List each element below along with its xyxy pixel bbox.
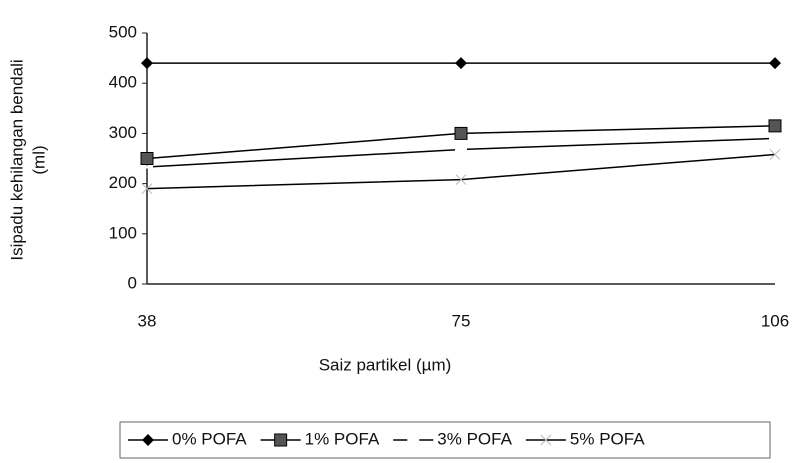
legend-item: 5% POFA <box>525 429 645 448</box>
marker <box>274 433 288 447</box>
y-tick-label: 400 <box>109 73 137 92</box>
x-tick-label: 106 <box>761 311 789 330</box>
legend-label: 5% POFA <box>570 429 645 448</box>
legend-item: 3% POFA <box>393 429 513 448</box>
y-tick-label: 100 <box>109 223 137 242</box>
marker <box>455 174 467 185</box>
y-axis-label-line: Isipadu kehilangan bendali <box>7 59 26 260</box>
marker <box>455 57 467 70</box>
marker <box>769 149 781 160</box>
x-tick-label: 38 <box>138 311 157 330</box>
marker <box>540 434 552 446</box>
legend-box <box>119 421 771 459</box>
y-tick-label: 500 <box>109 22 137 41</box>
y-axis-label: Isipadu kehilangan bendali (ml) <box>7 59 48 260</box>
y-axis-label-line: (ml) <box>29 145 48 174</box>
series-line <box>146 153 776 190</box>
x-axis-label: Saiz partikel (µm) <box>319 355 452 374</box>
y-tick-label: 200 <box>109 173 137 192</box>
legend-label: 1% POFA <box>305 429 380 448</box>
legend-label: 3% POFA <box>437 429 512 448</box>
marker <box>142 434 154 446</box>
marker <box>140 152 154 165</box>
x-tick-label: 75 <box>452 311 471 330</box>
legend-item: 1% POFA <box>260 429 380 448</box>
y-tick-label: 300 <box>109 123 137 142</box>
marker <box>454 126 468 140</box>
marker <box>768 119 782 133</box>
y-tick-label: 0 <box>128 273 137 292</box>
legend-item: 0% POFA <box>128 429 247 448</box>
marker <box>141 183 153 194</box>
marker <box>769 57 781 70</box>
legend-label: 0% POFA <box>172 429 247 448</box>
marker <box>141 57 153 70</box>
